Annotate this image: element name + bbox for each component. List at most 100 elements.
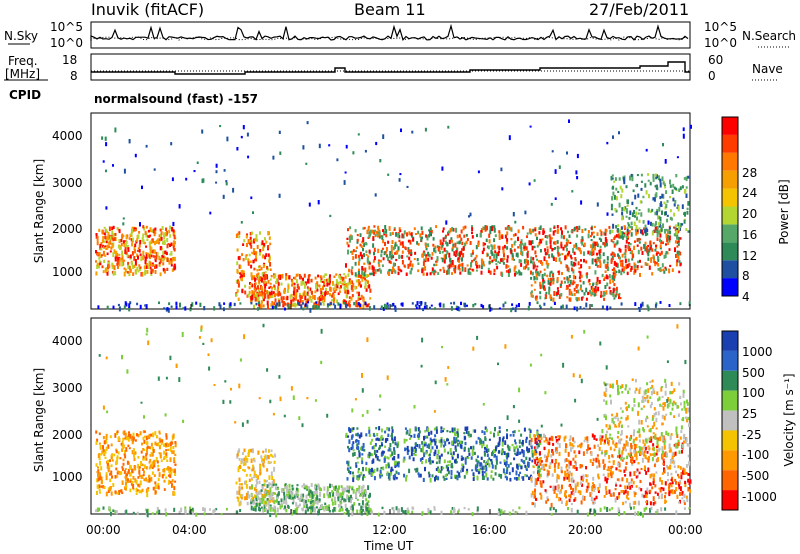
x-tick: 12:00 — [372, 523, 407, 537]
velocity-echo — [99, 475, 102, 480]
velocity-echo — [431, 474, 434, 478]
velocity-echo — [440, 426, 443, 430]
power-echo — [455, 305, 458, 308]
power-echo — [429, 232, 432, 237]
power-echo — [644, 224, 647, 228]
velocity-echo — [393, 450, 396, 455]
power-echo — [368, 265, 371, 270]
velocity-echo — [629, 448, 632, 453]
power-echo — [551, 150, 554, 153]
velocity-echo — [456, 442, 459, 447]
velocity-echo — [291, 502, 294, 505]
power-echo — [175, 305, 178, 310]
velocity-echo — [587, 488, 590, 491]
power-echo — [615, 234, 618, 238]
velocity-echo — [395, 463, 398, 467]
power-echo — [554, 169, 557, 174]
velocity-echo — [566, 476, 569, 480]
velocity-echo — [102, 436, 105, 440]
power-echo — [121, 254, 124, 257]
velocity-echo — [610, 465, 613, 470]
power-echo — [575, 170, 578, 175]
power-echo — [659, 217, 662, 222]
velocity-echo — [98, 442, 101, 445]
power-echo — [411, 263, 414, 268]
power-echo — [666, 200, 669, 203]
velocity-echo — [618, 478, 621, 482]
power-echo — [618, 256, 621, 260]
velocity-echo — [131, 450, 134, 455]
power-echo — [102, 244, 105, 248]
velocity-echo — [442, 430, 444, 433]
power-echo — [583, 258, 585, 263]
power-echo — [229, 302, 232, 306]
power-echo — [493, 244, 496, 250]
power-echo — [467, 268, 470, 274]
velocity-echo — [304, 509, 307, 514]
power-echo — [367, 226, 370, 231]
power-echo — [677, 243, 680, 246]
velocity-echo — [256, 492, 259, 496]
velocity-echo — [124, 432, 127, 438]
velocity-echo — [487, 448, 490, 453]
power-echo — [655, 211, 658, 216]
power-echo — [152, 228, 155, 234]
power-echo — [662, 268, 665, 272]
power-echo — [388, 226, 391, 231]
velocity-echo — [474, 429, 477, 433]
power-echo — [135, 271, 138, 275]
power-echo — [449, 257, 452, 263]
velocity-echo — [622, 490, 625, 493]
power-echo — [455, 253, 458, 256]
power-echo — [362, 273, 365, 277]
power-echo — [647, 179, 650, 182]
velocity-echo — [272, 479, 275, 483]
power-echo — [169, 253, 172, 256]
station-title: Inuvik (fitACF) — [91, 0, 205, 19]
power-echo — [659, 178, 662, 181]
power-echo — [530, 256, 533, 261]
power-echo — [594, 241, 597, 246]
velocity-echo — [358, 452, 361, 458]
velocity-echo — [668, 445, 671, 450]
velocity-echo — [352, 428, 355, 431]
power-echo — [614, 273, 617, 276]
power-echo — [345, 295, 348, 299]
power-echo — [398, 227, 401, 232]
velocity-echo — [236, 453, 239, 457]
velocity-echo — [271, 476, 274, 480]
power-echo — [580, 284, 582, 288]
power-echo — [342, 277, 345, 281]
freq-label-1: Freq. — [8, 54, 38, 68]
velocity-echo — [332, 509, 335, 513]
power-echo — [455, 247, 458, 252]
power-echo — [678, 260, 681, 263]
power-echo — [445, 234, 447, 238]
power-echo — [264, 289, 266, 293]
velocity-echo — [282, 488, 285, 491]
velocity-echo — [503, 462, 506, 466]
power-echo — [356, 302, 359, 308]
velocity-echo — [446, 430, 449, 433]
power-echo — [321, 280, 324, 283]
velocity-echo — [262, 462, 265, 466]
velocity-echo — [651, 486, 654, 490]
power-echo — [451, 260, 454, 265]
velocity-echo — [152, 448, 155, 453]
power-echo — [237, 280, 240, 284]
velocity-echo — [641, 493, 644, 498]
velocity-echo — [460, 457, 463, 461]
velocity-echo — [351, 504, 354, 509]
power-echo — [308, 295, 311, 301]
power-echo — [546, 246, 549, 249]
power-echo — [509, 268, 511, 273]
power-echo — [618, 131, 620, 135]
power-echo — [571, 190, 574, 193]
power-echo — [615, 286, 618, 292]
power-echo — [626, 271, 629, 276]
power-echo — [546, 274, 549, 278]
velocity-echo — [408, 455, 411, 460]
velocity-echo — [455, 440, 458, 443]
velocity-echo — [577, 490, 580, 494]
velocity-echo — [518, 474, 520, 477]
